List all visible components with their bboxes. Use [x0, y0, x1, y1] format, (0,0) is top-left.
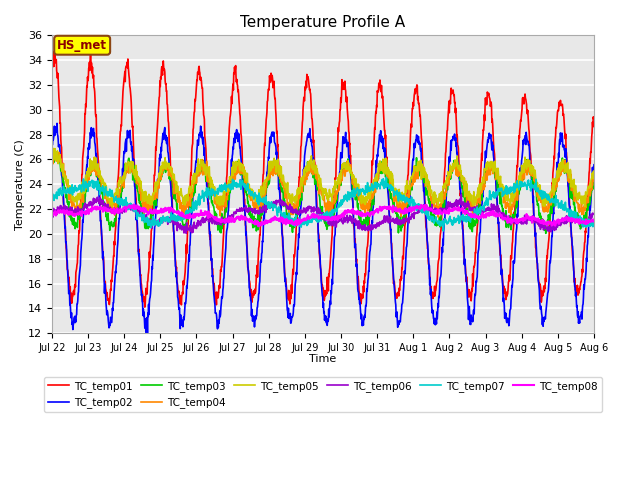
Legend: TC_temp01, TC_temp02, TC_temp03, TC_temp04, TC_temp05, TC_temp06, TC_temp07, TC_: TC_temp01, TC_temp02, TC_temp03, TC_temp… [44, 377, 602, 412]
TC_temp01 [527, 150, 534, 156]
X-axis label: Time: Time [309, 354, 337, 364]
TC_temp08 [255, 224, 262, 229]
TC_temp06 [182, 230, 190, 236]
TC_temp06 [156, 217, 163, 223]
TC_temp06 [408, 214, 415, 219]
TC_temp07 [590, 220, 598, 226]
TC_temp05 [527, 166, 534, 172]
TC_temp05 [169, 170, 177, 176]
TC_temp07 [383, 174, 390, 180]
TC_temp07 [527, 181, 534, 187]
TC_temp08 [156, 210, 163, 216]
TC_temp01 [141, 304, 148, 310]
TC_temp03 [169, 184, 177, 190]
TC_temp04 [230, 174, 237, 180]
TC_temp07 [48, 195, 56, 201]
TC_temp02 [527, 163, 534, 168]
Line: TC_temp06: TC_temp06 [52, 194, 594, 233]
TC_temp05 [408, 173, 415, 179]
Y-axis label: Temperature (C): Temperature (C) [15, 139, 25, 229]
TC_temp06 [168, 219, 176, 225]
TC_temp01 [230, 70, 237, 76]
TC_temp03 [408, 184, 415, 190]
TC_temp02 [156, 158, 164, 164]
Line: TC_temp08: TC_temp08 [52, 204, 594, 227]
Line: TC_temp07: TC_temp07 [52, 177, 594, 231]
TC_temp04 [590, 176, 598, 182]
TC_temp08 [479, 213, 486, 219]
TC_temp01 [479, 140, 486, 146]
TC_temp08 [169, 207, 177, 213]
TC_temp01 [156, 78, 164, 84]
TC_temp05 [479, 174, 486, 180]
TC_temp05 [230, 159, 237, 165]
TC_temp02 [48, 152, 56, 157]
TC_temp06 [479, 211, 486, 216]
Line: TC_temp03: TC_temp03 [52, 151, 594, 233]
TC_temp05 [48, 154, 56, 160]
TC_temp03 [478, 189, 486, 195]
TC_temp04 [435, 214, 442, 220]
TC_temp05 [49, 145, 57, 151]
TC_temp06 [48, 214, 56, 220]
TC_temp02 [143, 330, 151, 336]
TC_temp06 [230, 214, 237, 219]
TC_temp01 [50, 49, 58, 55]
TC_temp03 [48, 151, 56, 157]
TC_temp01 [408, 124, 415, 130]
TC_temp08 [48, 214, 56, 219]
TC_temp08 [590, 218, 598, 224]
TC_temp02 [408, 179, 415, 185]
TC_temp01 [590, 115, 598, 120]
TC_temp02 [590, 162, 598, 168]
TC_temp06 [458, 192, 465, 197]
Line: TC_temp04: TC_temp04 [52, 149, 594, 217]
TC_temp02 [479, 192, 486, 198]
TC_temp02 [169, 217, 177, 223]
Line: TC_temp02: TC_temp02 [52, 123, 594, 333]
TC_temp02 [53, 120, 61, 126]
TC_temp05 [255, 204, 262, 210]
TC_temp06 [590, 211, 598, 216]
TC_temp04 [408, 182, 415, 188]
TC_temp04 [51, 146, 58, 152]
TC_temp07 [229, 186, 237, 192]
TC_temp07 [408, 196, 415, 202]
Title: Temperature Profile A: Temperature Profile A [240, 15, 405, 30]
TC_temp07 [440, 228, 447, 234]
TC_temp04 [48, 160, 56, 166]
TC_temp03 [590, 176, 598, 182]
TC_temp07 [479, 205, 486, 211]
TC_temp05 [156, 173, 163, 179]
TC_temp04 [156, 177, 163, 182]
TC_temp03 [526, 171, 534, 177]
TC_temp03 [230, 170, 237, 176]
TC_temp01 [169, 217, 177, 223]
TC_temp07 [156, 222, 163, 228]
TC_temp05 [590, 170, 598, 176]
TC_temp04 [527, 170, 534, 176]
TC_temp06 [527, 215, 534, 220]
TC_temp08 [527, 216, 534, 222]
TC_temp03 [542, 230, 550, 236]
TC_temp07 [168, 215, 176, 220]
TC_temp04 [169, 172, 177, 178]
TC_temp01 [48, 71, 56, 77]
Text: HS_met: HS_met [57, 39, 107, 52]
Line: TC_temp05: TC_temp05 [52, 148, 594, 207]
TC_temp08 [408, 207, 415, 213]
TC_temp08 [230, 216, 237, 222]
TC_temp08 [130, 202, 138, 207]
TC_temp02 [230, 138, 237, 144]
TC_temp03 [52, 148, 60, 154]
Line: TC_temp01: TC_temp01 [52, 52, 594, 307]
TC_temp03 [156, 176, 163, 181]
TC_temp04 [479, 180, 486, 186]
